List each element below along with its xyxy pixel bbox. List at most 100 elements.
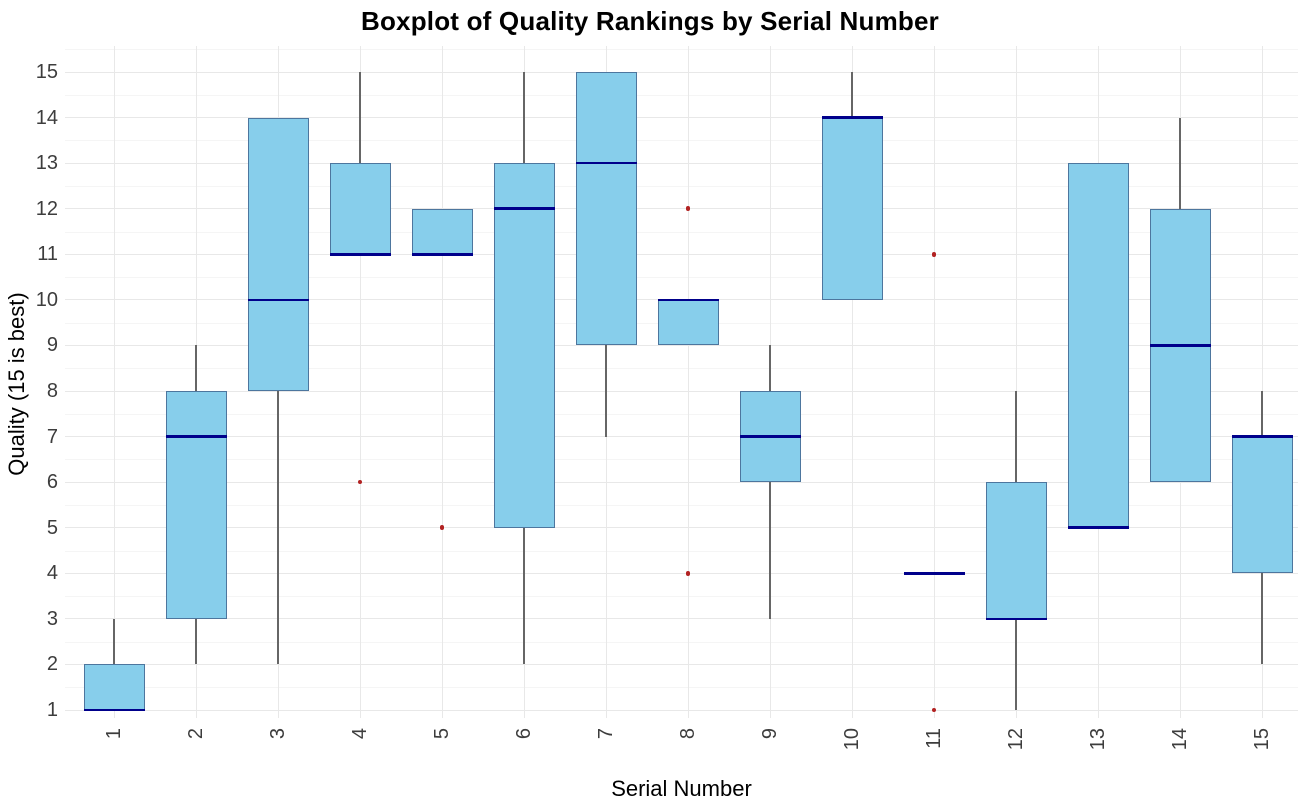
upper-whisker [359,72,361,164]
major-gridline-vertical [1016,46,1017,718]
y-tick-label: 9 [46,334,58,357]
y-tick-label: 5 [46,516,58,539]
major-gridline-horizontal [65,436,1298,438]
minor-gridline-horizontal [65,550,1298,552]
y-tick-label: 3 [46,607,58,630]
x-tick-label: 13 [1087,728,1109,751]
y-tick-label: 6 [46,471,58,494]
upper-whisker [769,345,771,391]
x-tick-label: 15 [1251,728,1273,751]
chart-title: Boxplot of Quality Rankings by Serial Nu… [360,6,939,36]
lower-whisker [523,527,525,665]
y-tick-label: 12 [35,197,58,220]
iqr-box [1231,436,1293,574]
major-gridline-horizontal [65,253,1298,255]
outlier-point [685,571,691,576]
iqr-box [165,391,227,619]
median-line [821,116,883,119]
median-line [1149,344,1211,347]
median-line [1231,435,1293,438]
median-line [903,572,965,575]
iqr-box [493,163,555,528]
lower-whisker [1261,573,1263,665]
median-line [411,253,473,256]
upper-whisker [113,618,115,665]
minor-gridline-horizontal [65,504,1298,506]
iqr-box [83,664,145,710]
x-tick-label: 7 [595,728,617,740]
major-gridline-horizontal [65,663,1298,665]
x-tick-label: 11 [923,728,945,749]
major-gridline-vertical [688,46,689,718]
minor-gridline-horizontal [65,641,1298,643]
major-gridline-vertical [360,46,361,718]
y-tick-label: 13 [35,152,58,175]
y-tick-label: 4 [46,562,58,585]
iqr-box [1067,163,1129,528]
median-line [329,253,391,256]
iqr-box [247,117,309,391]
upper-whisker [1179,117,1181,209]
major-gridline-horizontal [65,344,1298,346]
median-line [247,298,309,302]
x-tick-label: 8 [677,728,699,740]
x-tick-label: 9 [759,728,781,740]
upper-whisker [1015,391,1017,483]
y-tick-label: 8 [46,380,58,402]
major-gridline-horizontal [65,162,1298,164]
iqr-box [575,72,637,346]
median-line [165,435,227,438]
major-gridline-vertical [934,46,935,718]
upper-whisker [1261,391,1263,437]
x-tick-label: 10 [841,728,863,751]
major-gridline-horizontal [65,390,1298,392]
iqr-box [329,163,391,255]
median-line [739,435,801,438]
lower-whisker [769,482,771,619]
outlier-point [931,252,937,257]
minor-gridline-horizontal [65,368,1298,370]
median-line [493,207,555,210]
major-gridline-vertical [1262,46,1263,718]
major-gridline-vertical [442,46,443,718]
major-gridline-horizontal [65,618,1298,620]
x-tick-label: 14 [1169,728,1191,751]
lower-whisker [605,345,607,437]
y-tick-label: 2 [46,653,58,676]
x-tick-label: 1 [103,728,125,740]
iqr-box [821,117,883,300]
lower-whisker [1015,618,1017,710]
major-gridline-horizontal [65,481,1298,483]
minor-gridline-horizontal [65,596,1298,598]
minor-gridline-horizontal [65,413,1298,415]
x-axis-title: Serial Number [611,776,752,801]
major-gridline-horizontal [65,208,1298,210]
x-tick-label: 3 [267,728,289,740]
median-line [83,708,145,712]
minor-gridline-horizontal [65,185,1298,187]
outlier-point [357,479,363,485]
y-tick-label: 1 [46,699,58,721]
upper-whisker [851,72,853,118]
upper-whisker [523,72,525,164]
upper-whisker [195,345,197,391]
outlier-point [931,707,937,713]
outlier-point [439,525,445,530]
major-gridline-vertical [114,46,115,718]
median-line [657,298,719,302]
iqr-box [411,208,473,255]
minor-gridline-horizontal [65,459,1298,461]
y-tick-label: 15 [35,61,58,83]
y-tick-label: 10 [35,288,58,311]
iqr-box [985,482,1047,619]
major-gridline-horizontal [65,71,1298,73]
y-tick-label: 14 [35,106,58,129]
major-gridline-vertical [852,46,853,718]
y-tick-label: 7 [46,425,58,448]
x-tick-label: 5 [431,728,453,740]
major-gridline-horizontal [65,709,1298,711]
median-line [985,617,1047,621]
iqr-box [657,299,719,346]
x-tick-label: 12 [1005,728,1027,751]
